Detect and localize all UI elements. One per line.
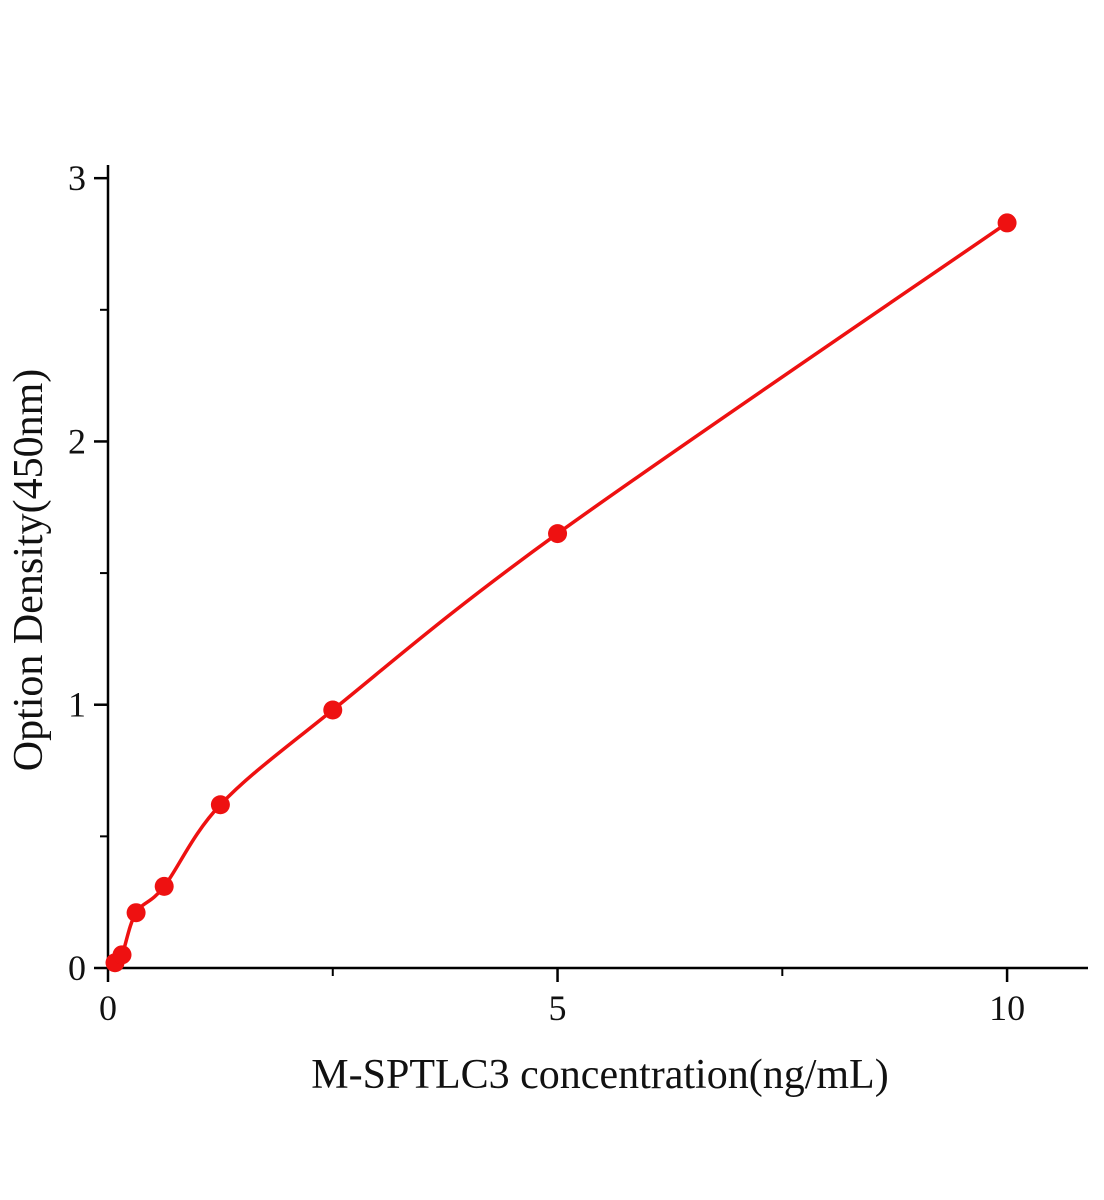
x-tick-label: 0	[99, 988, 117, 1028]
data-point-marker	[154, 876, 174, 896]
x-tick-label: 5	[549, 988, 567, 1028]
data-point-marker	[210, 795, 230, 815]
y-tick-label: 1	[68, 685, 86, 725]
axes-layer	[94, 165, 1088, 982]
data-point-marker	[548, 524, 568, 544]
y-tick-label: 3	[68, 158, 86, 198]
x-tick-label: 10	[989, 988, 1025, 1028]
data-point-marker	[112, 945, 132, 965]
y-axis-label: Option Density(450nm)	[6, 369, 52, 771]
data-point-marker	[323, 700, 343, 720]
data-series-layer	[105, 213, 1017, 973]
data-point-marker	[126, 903, 146, 923]
y-tick-label: 2	[68, 421, 86, 461]
data-point-marker	[997, 213, 1017, 233]
x-axis-label: M-SPTLC3 concentration(ng/mL)	[311, 1052, 888, 1098]
y-tick-label: 0	[68, 948, 86, 988]
tick-labels-layer: 0 5 10 0 1 2 3	[68, 158, 1025, 1028]
series-line	[113, 221, 1009, 965]
